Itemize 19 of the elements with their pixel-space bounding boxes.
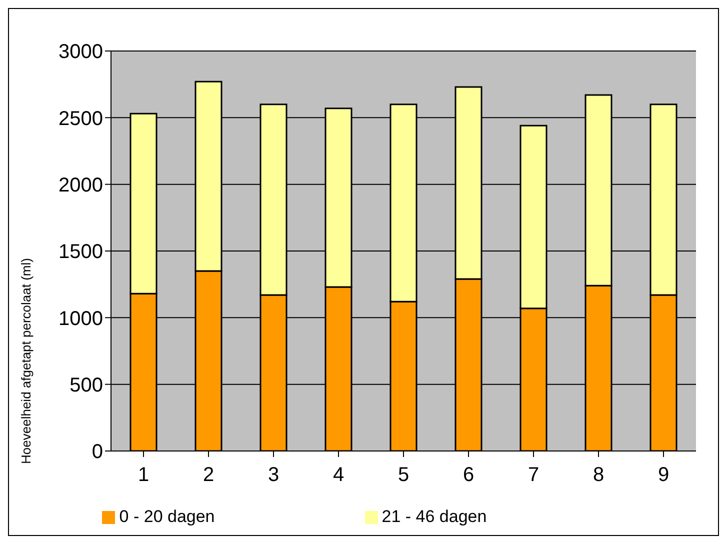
x-tick-label: 8 xyxy=(592,464,604,486)
x-tick-label: 4 xyxy=(332,464,344,486)
legend-label: 0 - 20 dagen xyxy=(119,507,215,526)
y-tick-label: 500 xyxy=(70,374,103,396)
x-tick-label: 1 xyxy=(138,464,150,486)
y-tick-label: 3000 xyxy=(58,41,103,64)
legend-label: 21 - 46 dagen xyxy=(382,507,487,526)
y-tick-label: 2500 xyxy=(58,108,103,130)
x-tick-label: 9 xyxy=(658,464,670,486)
x-tick-label: 2 xyxy=(202,464,214,486)
y-tick-label: 1000 xyxy=(58,308,103,330)
y-tick-label: 1500 xyxy=(58,241,103,264)
x-tick-label: 7 xyxy=(528,464,540,486)
y-axis-title: Hoeveelheid afgetapt percolaat (ml) xyxy=(18,258,34,464)
x-tick-label: 5 xyxy=(398,464,410,486)
y-tick-label: 0 xyxy=(92,441,103,464)
y-tick-label: 2000 xyxy=(58,174,103,196)
x-tick-label: 6 xyxy=(462,464,474,486)
x-tick-label: 3 xyxy=(268,464,280,486)
